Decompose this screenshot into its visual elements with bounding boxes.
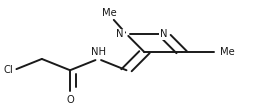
Text: Cl: Cl — [4, 65, 14, 75]
Text: NH: NH — [91, 47, 106, 57]
Text: Me: Me — [220, 47, 235, 57]
Text: O: O — [66, 95, 74, 105]
Text: Me: Me — [102, 8, 117, 18]
Text: N: N — [116, 29, 124, 39]
Text: N: N — [160, 29, 167, 39]
